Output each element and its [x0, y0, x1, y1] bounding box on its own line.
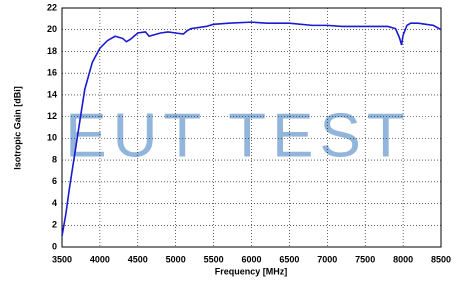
y-tick-label: 14 [47, 89, 57, 99]
y-tick-label: 2 [52, 220, 57, 230]
x-axis-label: Frequency [MHz] [215, 266, 288, 276]
x-tick-label: 4500 [128, 254, 148, 264]
x-tick-label: 7500 [355, 254, 375, 264]
y-tick-label: 12 [47, 111, 57, 121]
y-tick-label: 18 [47, 46, 57, 56]
x-tick-label: 3500 [52, 254, 72, 264]
x-tick-label: 6500 [279, 254, 299, 264]
y-tick-label: 20 [47, 24, 57, 34]
y-tick-label: 6 [52, 176, 57, 186]
x-tick-label: 7000 [317, 254, 337, 264]
y-tick-label: 22 [47, 2, 57, 12]
y-tick-label: 10 [47, 133, 57, 143]
y-tick-label: 4 [52, 198, 57, 208]
y-tick-label: 0 [52, 241, 57, 251]
y-tick-label: 8 [52, 154, 57, 164]
x-tick-label: 6000 [241, 254, 261, 264]
y-axis-label: Isotropic Gain [dBi] [12, 86, 22, 170]
x-tick-label: 8500 [431, 254, 451, 264]
watermark: EUT TEST [65, 101, 410, 170]
y-tick-label: 16 [47, 68, 57, 78]
x-tick-label: 8000 [393, 254, 413, 264]
x-tick-label: 4000 [90, 254, 110, 264]
x-tick-label: 5000 [166, 254, 186, 264]
x-tick-label: 5500 [204, 254, 224, 264]
data-line [61, 21, 442, 237]
